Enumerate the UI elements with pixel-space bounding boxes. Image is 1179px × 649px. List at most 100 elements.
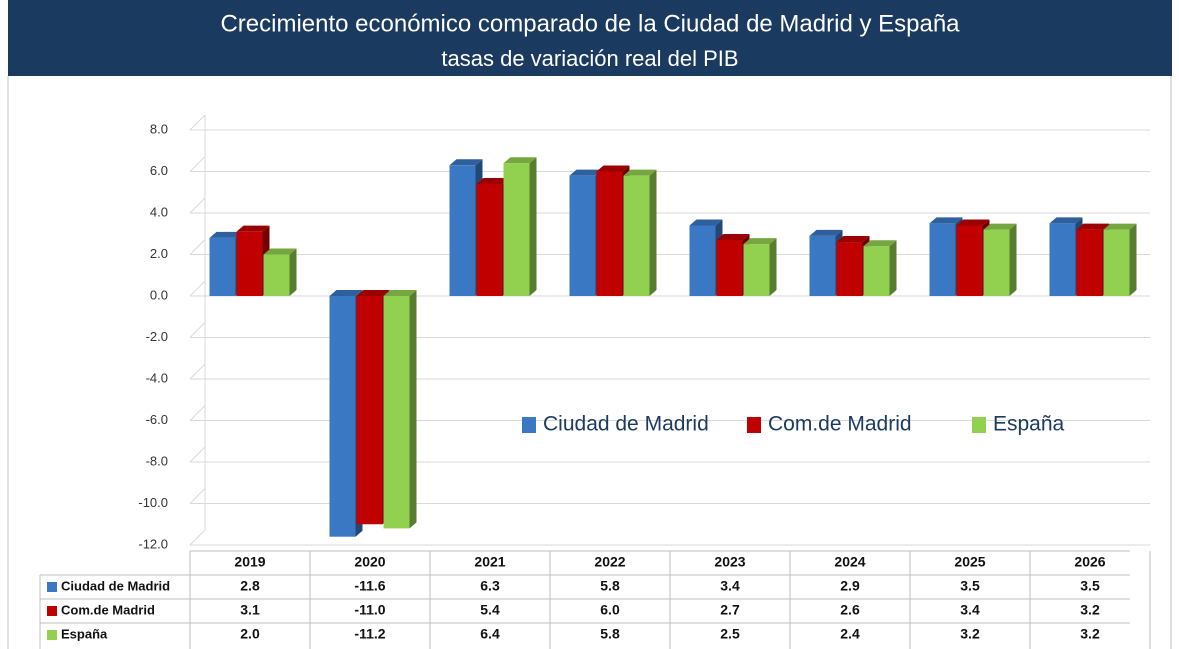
grid-depth bbox=[189, 529, 206, 546]
y-tick-label: 8.0 bbox=[150, 121, 168, 136]
bar-top bbox=[1049, 217, 1083, 224]
table-value: 6.4 bbox=[480, 626, 500, 642]
bar-top bbox=[1103, 223, 1137, 230]
table-value: 3.2 bbox=[1080, 626, 1100, 642]
bar-top bbox=[863, 240, 897, 247]
bar-top bbox=[809, 229, 843, 236]
bar-side bbox=[769, 238, 777, 296]
bar bbox=[929, 223, 956, 296]
bar bbox=[503, 163, 530, 296]
table-value: -11.0 bbox=[354, 602, 385, 618]
table-value: 2.7 bbox=[720, 602, 740, 618]
y-tick-label: -6.0 bbox=[146, 412, 168, 427]
table-value: 2.4 bbox=[840, 626, 860, 642]
y-tick-label: -12.0 bbox=[138, 536, 168, 551]
table-value: -11.6 bbox=[354, 578, 385, 594]
chart-title: Crecimiento económico comparado de la Ci… bbox=[220, 10, 960, 37]
y-tick-label: 2.0 bbox=[150, 246, 168, 261]
bar-side bbox=[649, 169, 657, 296]
table-value: 3.5 bbox=[960, 578, 980, 594]
bar-side bbox=[1009, 223, 1017, 296]
grid-depth bbox=[189, 363, 206, 380]
bar-top bbox=[356, 290, 390, 296]
y-tick-label: -2.0 bbox=[146, 329, 168, 344]
table-value: 2.8 bbox=[240, 578, 260, 594]
table-key bbox=[47, 606, 57, 616]
grid-depth bbox=[189, 156, 206, 172]
grid-depth bbox=[189, 446, 206, 463]
grid-depth bbox=[189, 114, 206, 131]
x-tick-label: 2020 bbox=[354, 554, 385, 570]
bar bbox=[209, 237, 236, 296]
legend-label: Com.de Madrid bbox=[768, 413, 912, 436]
bar-top bbox=[983, 223, 1017, 230]
bar bbox=[716, 239, 743, 296]
bar bbox=[836, 242, 863, 296]
bar bbox=[356, 296, 383, 525]
bar bbox=[596, 171, 623, 296]
table-value: 2.5 bbox=[720, 626, 740, 642]
bar bbox=[809, 235, 836, 296]
table-value: 2.0 bbox=[240, 626, 260, 642]
y-tick-label: -4.0 bbox=[146, 370, 168, 385]
grid-depth bbox=[189, 239, 206, 255]
y-tick-label: -10.0 bbox=[138, 495, 168, 510]
legend-key bbox=[747, 417, 761, 433]
bar bbox=[449, 165, 476, 296]
bar bbox=[1103, 229, 1130, 296]
legend-key bbox=[522, 417, 536, 433]
grid-depth bbox=[189, 488, 206, 504]
x-tick-label: 2019 bbox=[234, 554, 265, 570]
bar-top bbox=[236, 225, 270, 232]
table-row-label: España bbox=[61, 626, 108, 641]
bar-top bbox=[929, 217, 963, 224]
bar-side bbox=[1129, 223, 1137, 296]
bar-top bbox=[476, 177, 510, 184]
table-value: 3.4 bbox=[960, 602, 980, 618]
y-tick-label: 4.0 bbox=[150, 204, 168, 219]
table-value: 6.0 bbox=[600, 602, 620, 618]
bar bbox=[983, 229, 1010, 296]
bar bbox=[263, 254, 290, 296]
bar-top bbox=[503, 157, 537, 164]
table-row-label: Com.de Madrid bbox=[61, 602, 155, 617]
chart-subtitle: tasas de variación real del PIB bbox=[441, 46, 738, 71]
bar bbox=[689, 225, 716, 296]
bar-top bbox=[743, 238, 777, 245]
bar-side bbox=[289, 248, 297, 296]
bar bbox=[956, 225, 983, 296]
bar bbox=[863, 246, 890, 296]
table-value: 3.2 bbox=[960, 626, 980, 642]
table-row-label: Ciudad de Madrid bbox=[61, 578, 170, 593]
table-value: 2.6 bbox=[840, 602, 860, 618]
legend-label: España bbox=[993, 413, 1065, 436]
table-value: 3.4 bbox=[720, 578, 740, 594]
grid-depth bbox=[189, 322, 206, 338]
x-tick-label: 2024 bbox=[834, 554, 865, 570]
bar-top bbox=[569, 169, 603, 176]
table-value: 5.8 bbox=[600, 626, 620, 642]
bar bbox=[623, 175, 650, 296]
bar-top bbox=[623, 169, 657, 176]
table-value: 2.9 bbox=[840, 578, 860, 594]
grid-depth bbox=[189, 405, 206, 421]
bar-side bbox=[409, 290, 417, 529]
legend-label: Ciudad de Madrid bbox=[543, 413, 709, 436]
x-tick-label: 2021 bbox=[474, 554, 505, 570]
table-key bbox=[47, 582, 57, 592]
bar bbox=[383, 296, 410, 529]
bar bbox=[329, 296, 356, 537]
y-tick-label: 0.0 bbox=[150, 287, 168, 302]
table-key bbox=[47, 630, 57, 640]
table-value: 5.4 bbox=[480, 602, 500, 618]
y-tick-label: 6.0 bbox=[150, 163, 168, 178]
bar bbox=[743, 244, 770, 296]
y-tick-label: -8.0 bbox=[146, 453, 168, 468]
table-value: -11.2 bbox=[354, 626, 385, 642]
bar bbox=[476, 183, 503, 296]
bar-top bbox=[596, 165, 630, 172]
x-tick-label: 2026 bbox=[1074, 554, 1105, 570]
legend-key bbox=[972, 417, 986, 433]
x-tick-label: 2023 bbox=[714, 554, 745, 570]
